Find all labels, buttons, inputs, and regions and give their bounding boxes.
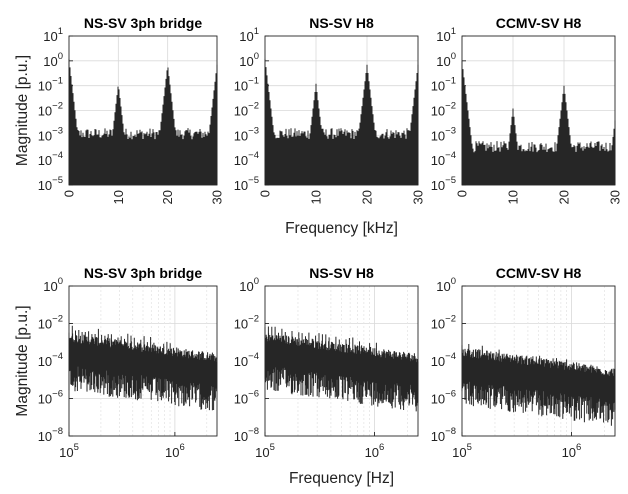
- y-tick-label: 10−5: [234, 175, 259, 193]
- x-tick-label: 105: [452, 442, 472, 460]
- y-tick-label: 10−3: [38, 125, 63, 143]
- y-tick-label: 10−5: [431, 175, 456, 193]
- y-tick-label: 100: [43, 276, 63, 294]
- x-tick-label: 105: [255, 442, 275, 460]
- y-tick-label: 10−1: [38, 76, 63, 94]
- y-tick-label: 10−8: [431, 426, 456, 444]
- subplot-title: NS-SV 3ph bridge: [84, 15, 202, 31]
- y-tick-label: 10−4: [431, 351, 456, 369]
- x-tick-label: 106: [365, 442, 385, 460]
- y-tick-label: 101: [436, 26, 456, 44]
- y-tick-label: 10−2: [234, 314, 259, 332]
- y-tick-label: 100: [43, 51, 63, 69]
- x-tick-label: 105: [59, 442, 79, 460]
- subplot-title: CCMV-SV H8: [496, 265, 582, 281]
- subplot-title: CCMV-SV H8: [496, 15, 582, 31]
- y-tick-label: 10−2: [38, 314, 63, 332]
- y-tick-label: 10−3: [234, 125, 259, 143]
- x-tick-label: 10: [506, 190, 521, 204]
- y-axis-label: Magnitude [p.u.]: [14, 55, 31, 166]
- y-tick-label: 10−6: [431, 389, 456, 407]
- x-tick-label: 0: [455, 190, 470, 197]
- y-tick-label: 10−2: [431, 314, 456, 332]
- subplot-title: NS-SV 3ph bridge: [84, 265, 202, 281]
- y-tick-label: 10−4: [38, 150, 63, 168]
- y-tick-label: 10−4: [234, 150, 259, 168]
- y-tick-label: 10−1: [431, 76, 456, 94]
- y-tick-label: 10−5: [38, 175, 63, 193]
- x-tick-label: 106: [165, 442, 185, 460]
- subplot-5: 10−8 10−6 10−4 10−2 100 105 106 NS-SV H8 Frequen…: [234, 265, 419, 487]
- y-tick-label: 10−2: [38, 101, 63, 119]
- y-tick-label: 100: [436, 276, 456, 294]
- y-tick-label: 10−8: [234, 426, 259, 444]
- y-tick-label: 100: [239, 51, 259, 69]
- x-tick-label: 20: [557, 190, 572, 204]
- y-tick-label: 10−6: [38, 389, 63, 407]
- x-tick-label: 10: [309, 190, 324, 204]
- y-tick-label: 10−3: [431, 125, 456, 143]
- y-tick-label: 10−2: [234, 101, 259, 119]
- y-tick-label: 100: [239, 276, 259, 294]
- y-tick-label: 10−4: [38, 351, 63, 369]
- y-tick-label: 10−4: [431, 150, 456, 168]
- x-tick-label: 30: [608, 190, 623, 204]
- x-axis-label: Frequency [Hz]: [289, 470, 394, 487]
- subplot-title: NS-SV H8: [309, 265, 374, 281]
- x-tick-label: 30: [411, 190, 426, 204]
- y-tick-label: 10−8: [38, 426, 63, 444]
- y-tick-label: 101: [43, 26, 63, 44]
- x-tick-label: 30: [210, 190, 225, 204]
- x-tick-label: 106: [562, 442, 582, 460]
- x-tick-label: 20: [360, 190, 375, 204]
- subplot-title: NS-SV H8: [309, 15, 374, 31]
- y-tick-label: 10−6: [234, 389, 259, 407]
- x-tick-label: 10: [111, 190, 126, 204]
- subplot-6: 10−8 10−6 10−4 10−2 100 105 106 CCMV-SV H8: [431, 265, 616, 460]
- y-tick-label: 10−2: [431, 101, 456, 119]
- x-tick-label: 0: [258, 190, 273, 197]
- y-axis-label: Magnitude [p.u.]: [14, 305, 31, 416]
- x-tick-label: 20: [160, 190, 175, 204]
- y-tick-label: 10−1: [234, 76, 259, 94]
- subplot-4: 10−8 10−6 10−4 10−2 100 105 106 NS-SV 3ph bridg…: [14, 265, 218, 460]
- y-tick-label: 10−4: [234, 351, 259, 369]
- x-tick-label: 0: [62, 190, 77, 197]
- x-axis-label: Frequency [kHz]: [285, 220, 398, 237]
- y-tick-label: 100: [436, 51, 456, 69]
- y-tick-label: 101: [239, 26, 259, 44]
